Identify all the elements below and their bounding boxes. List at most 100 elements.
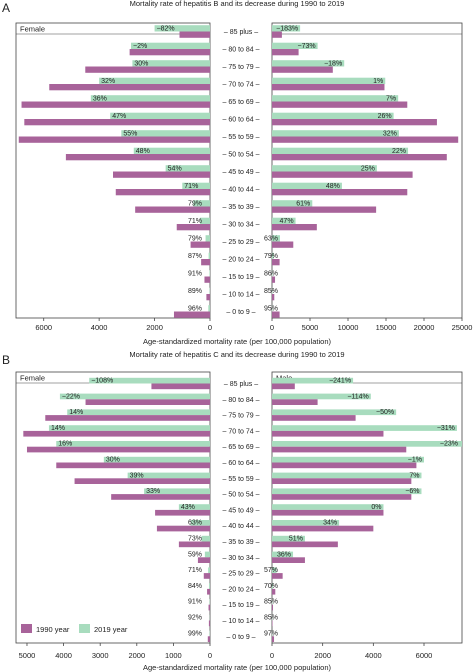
- panel-a-male-bar-1990: [272, 119, 437, 126]
- panel-b-male-bar-1990: [272, 525, 374, 532]
- legend-label-2019: 2019 year: [94, 625, 128, 634]
- panel-b-category-label: – 0 to 9 –: [226, 634, 255, 641]
- panel-b-male-bar-2019: [272, 456, 424, 463]
- panel-a-male-bar-1990: [272, 276, 276, 283]
- panel-a-category-label: – 55 to 59 –: [223, 134, 260, 141]
- panel-b-category-label: – 10 to 14 –: [223, 618, 260, 625]
- panel-b-male-change-label: 70%: [264, 583, 278, 590]
- panel-a-male-bar-1990: [272, 66, 333, 73]
- panel-a-male-bar-1990: [272, 311, 280, 318]
- panel-a-female-bar-1990: [129, 49, 210, 56]
- panel-b-male-tick-label: 2000: [314, 651, 331, 660]
- panel-b-title: Mortality rate of hepatitis C and its de…: [129, 350, 344, 359]
- panel-b-male-bar-2019: [272, 409, 397, 416]
- panel-a-female-tick-label: 6000: [35, 323, 52, 332]
- panel-b-male-change-label: −6%: [405, 488, 419, 495]
- panel-b-male-bar-2019: [272, 472, 422, 479]
- panel-a-male-change-label: 26%: [378, 113, 392, 120]
- panel-a-male-change-label: 22%: [392, 148, 406, 155]
- panel-a-male-change-label: 86%: [264, 271, 278, 278]
- panel-b-male-bar-1990: [272, 620, 273, 627]
- panel-a-female-bar-2019: [200, 217, 210, 224]
- legend-swatch-1990: [21, 624, 32, 633]
- panel-b-female-bar-2019: [59, 393, 210, 400]
- panel-a-male-change-label: 48%: [326, 183, 340, 190]
- panel-a-category-label: – 20 to 24 –: [223, 257, 260, 264]
- panel-b-category-label: – 70 to 74 –: [223, 428, 260, 435]
- panel-a-female-bar-1990: [173, 311, 210, 318]
- panel-b-female-bar-1990: [207, 588, 210, 595]
- panel-a-female-change-label: −82%: [157, 26, 175, 33]
- panel-b-x-axis-label: Age-standardized mortality rate (per 100…: [143, 663, 332, 672]
- panel-b-category-label: – 85 plus –: [224, 381, 258, 388]
- panel-b-female-bar-2019: [89, 377, 210, 384]
- panel-b-male-bar-2019: [272, 441, 462, 447]
- panel-b-female-bar-1990: [155, 509, 210, 516]
- panel-a-category-label: – 60 to 64 –: [223, 117, 260, 124]
- panel-a-female-bar-2019: [165, 165, 210, 172]
- panel-a-male-bar-2019: [272, 130, 399, 137]
- panel-a-category-label: – 70 to 74 –: [223, 82, 260, 89]
- panel-a-female-bar-2019: [208, 252, 210, 259]
- panel-b-female-change-label: 33%: [146, 488, 160, 495]
- panel-a-female-bar-1990: [135, 206, 210, 213]
- panel-b-category-label: – 40 to 44 –: [223, 523, 260, 530]
- panel-a-female-bar-1990: [204, 276, 210, 283]
- panel-a-female-bar-1990: [21, 101, 210, 108]
- panel-a-male-bar-1990: [272, 154, 447, 161]
- panel-b-male-bar-1990: [272, 446, 407, 453]
- panel-b-female-change-label: 63%: [188, 520, 202, 527]
- panel-a-male-bar-1990: [272, 136, 459, 143]
- panel-b-category-label: – 50 to 54 –: [223, 492, 260, 499]
- panel-a-female-bar-2019: [121, 130, 210, 137]
- panel-b-category-label: – 55 to 59 –: [223, 476, 260, 483]
- panel-a-female-bar-2019: [133, 147, 210, 154]
- panel-b-male-change-label: 97%: [264, 630, 278, 637]
- panel-b-male-change-label: −241%: [329, 378, 351, 385]
- panel-b-category-label: – 25 to 29 –: [223, 571, 260, 578]
- panel-b-male-change-label: 36%: [277, 551, 291, 558]
- panel-a-female-bar-2019: [131, 42, 210, 49]
- panel-a-male-bar-1990: [272, 101, 408, 108]
- panel-a-female-tick-label: 4000: [91, 323, 108, 332]
- panel-a-male-bar-2019: [272, 165, 377, 172]
- panel-a-male-change-label: 85%: [264, 288, 278, 295]
- panel-b-male-bar-2019: [272, 583, 274, 589]
- panel-a-male-bar-1990: [272, 206, 377, 213]
- panel-a-female-change-label: −2%: [133, 43, 147, 50]
- panel-a-female-bar-1990: [113, 171, 210, 178]
- panel-b-male-change-label: −31%: [437, 425, 455, 432]
- panel-b-female-bar-2019: [190, 520, 210, 526]
- panel-b-female-bar-1990: [208, 620, 210, 627]
- panel-b-female-bar-1990: [208, 604, 210, 611]
- panel-a-category-label: – 85 plus –: [224, 29, 258, 36]
- panel-b-male-bar-1990: [272, 399, 318, 405]
- panel-a-female-bar-2019: [205, 235, 210, 242]
- panel-a-male-bar-2019: [272, 77, 386, 84]
- panel-a-female-change-label: 47%: [112, 113, 126, 120]
- panel-a-male-change-label: 25%: [361, 166, 375, 173]
- panel-b-female-change-label: −22%: [62, 393, 80, 400]
- panel-b-category-label: – 75 to 79 –: [223, 413, 260, 420]
- panel-b-female-change-label: 30%: [106, 457, 120, 464]
- panel-b-male-bar-1990: [272, 604, 274, 611]
- panel-b-female-bar-1990: [26, 446, 210, 453]
- panel-a-female-change-label: 96%: [188, 306, 202, 313]
- panel-b-male-bar-2019: [272, 551, 294, 558]
- panel-b-female-bar-2019: [127, 472, 210, 479]
- panel-a-category-label: – 0 to 9 –: [226, 309, 255, 316]
- panel-b-female-change-label: 99%: [188, 630, 202, 637]
- panel-a-female-bar-1990: [65, 154, 210, 161]
- panel-b-male-bar-2019: [272, 377, 354, 384]
- panel-b-female-bar-1990: [56, 462, 210, 469]
- panel-b-male-bar-1990: [272, 541, 338, 548]
- panel-a-male-change-label: 95%: [264, 306, 278, 313]
- panel-b-category-label: – 60 to 64 –: [223, 460, 260, 467]
- panel-b-male-bar-1990: [272, 415, 356, 421]
- panel-a-female-bar-2019: [99, 77, 210, 84]
- panel-b-female-bar-1990: [207, 636, 210, 642]
- panel-b-female-change-label: 84%: [188, 583, 202, 590]
- panel-a-letter: A: [2, 1, 10, 15]
- panel-b-female-bar-2019: [56, 441, 210, 447]
- panel-a-male-bar-2019: [272, 252, 274, 259]
